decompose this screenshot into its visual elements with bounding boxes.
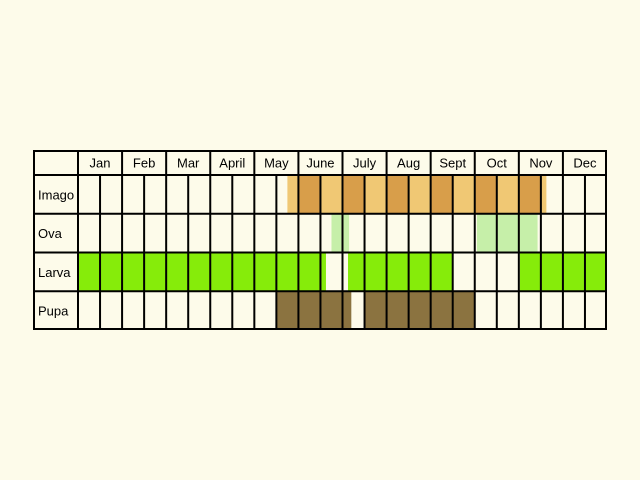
imago-period-cell [320,175,343,214]
month-label: Jan [90,156,111,171]
larva-period-cell [430,253,453,291]
larva-period-cell [562,253,585,291]
larva-period-cell [540,253,563,291]
imago-period-cell [474,175,497,214]
larva-period-cell [188,253,211,291]
month-label: Feb [133,156,155,171]
ova-period-cell [518,214,538,252]
larva-period-cell [386,253,409,291]
imago-period-cell [287,175,299,214]
pupa-period-cell [408,291,431,330]
ova-period-cell [496,214,519,252]
pupa-period-cell [276,291,299,330]
larva-period-cell [166,253,189,291]
imago-period-cell [386,175,409,214]
month-label: Oct [487,156,508,171]
larva-period-cell [100,253,123,291]
calendar-labels: Jan Feb Mar April May June July Aug Sept Oct Nov De… [38,156,597,319]
larva-period-cell [584,253,607,291]
ova-period-cell [331,214,343,252]
imago-period-cell [342,175,365,214]
stage-label: Pupa [38,304,69,319]
month-label: Dec [573,156,597,171]
calendar-grid [33,150,607,330]
pupa-period-cell [386,291,409,330]
pupa-period-cell [364,291,387,330]
larva-period-cell [210,253,233,291]
larva-period-cell [276,253,299,291]
larva-period-cell [348,253,365,291]
life-cycle-calendar: Jan Feb Mar April May June July Aug Sept Oct Nov De… [33,150,607,330]
imago-period-cell [430,175,453,214]
stage-label: Ova [38,226,63,241]
stage-label: Larva [38,265,71,280]
month-label: April [219,156,245,171]
pupa-period-cell [430,291,453,330]
stage-fills [78,175,607,330]
larva-period-cell [122,253,145,291]
larva-period-cell [78,253,101,291]
pupa-period-cell [342,291,352,330]
month-label: Nov [529,156,553,171]
imago-period-cell [518,175,541,214]
pupa-period-cell [320,291,343,330]
imago-period-cell [298,175,321,214]
imago-period-cell [540,175,547,214]
larva-period-cell [408,253,431,291]
imago-period-cell [408,175,431,214]
ova-period-cell [476,214,497,252]
imago-period-cell [364,175,387,214]
month-label: June [306,156,334,171]
imago-period-cell [452,175,475,214]
month-label: Aug [397,156,420,171]
larva-period-cell [144,253,167,291]
imago-period-cell [496,175,519,214]
stage-label: Imago [38,187,74,202]
pupa-period-cell [298,291,321,330]
larva-period-cell [232,253,255,291]
month-label: July [353,156,377,171]
larva-period-cell [320,253,326,291]
month-label: May [264,156,289,171]
month-label: Sept [439,156,466,171]
larva-period-cell [254,253,277,291]
larva-period-cell [519,253,541,291]
ova-period-cell [342,214,350,252]
larva-period-cell [364,253,387,291]
month-label: Mar [177,156,200,171]
pupa-period-cell [452,291,475,330]
larva-period-cell [298,253,321,291]
